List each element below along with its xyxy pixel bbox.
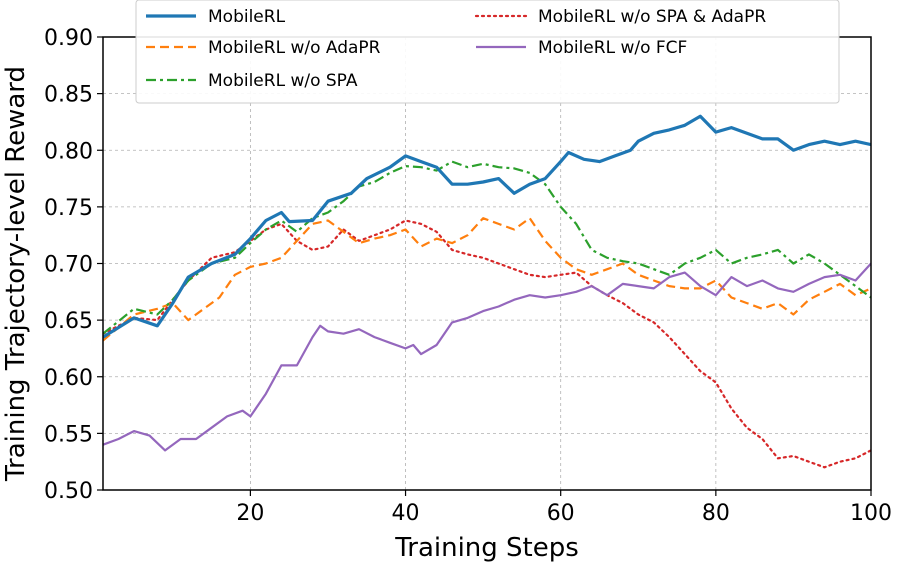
- y-tick-label: 0.70: [44, 253, 93, 278]
- series-line-mobilerl-w-o-spa: [103, 160, 871, 335]
- x-tick-label: 80: [702, 501, 730, 526]
- legend-label-mobilerl-w-o-spa: MobileRL w/o SPA: [208, 71, 358, 91]
- x-tick-label: 20: [236, 501, 264, 526]
- legend-label-mobilerl-w-o-adapr: MobileRL w/o AdaPR: [208, 38, 381, 58]
- legend-label-mobilerl: MobileRL: [208, 7, 286, 27]
- y-tick-label: 0.75: [44, 196, 93, 221]
- series-layer: [103, 114, 871, 469]
- y-axis-label: Training Trajectory-level Reward: [1, 66, 31, 482]
- x-axis-label: Training Steps: [394, 533, 579, 562]
- y-tick-label: 0.65: [44, 309, 93, 334]
- series-line-mobilerl-w-o-fcf: [103, 262, 871, 452]
- y-tick-label: 0.80: [44, 139, 93, 164]
- x-tick-label: 40: [392, 501, 420, 526]
- series-line-mobilerl-w-o-adapr: [103, 217, 871, 342]
- series-line-mobilerl-w-o-spa-and-adapr: [103, 219, 871, 469]
- series-line-mobilerl: [103, 114, 871, 339]
- y-tick-label: 0.50: [44, 479, 93, 504]
- y-tick-label: 0.55: [44, 422, 93, 447]
- x-tick-label: 100: [850, 501, 892, 526]
- y-tick-label: 0.85: [44, 83, 93, 108]
- legend-label-mobilerl-w-o-fcf: MobileRL w/o FCF: [538, 38, 687, 58]
- x-tick-label: 60: [547, 501, 575, 526]
- y-tick-label: 0.90: [44, 26, 93, 51]
- legend-box: [135, 0, 840, 104]
- y-tick-label: 0.60: [44, 366, 93, 391]
- legend: MobileRL MobileRL w/o AdaPR MobileRL w/o S…: [135, 0, 840, 104]
- legend-label-mobilerl-w-o-spa-and-adapr: MobileRL w/o SPA & AdaPR: [538, 7, 766, 27]
- axis-ticks: 20 40 60 80 100 0.50 0.55 0.60 0.65 0.70 0.75 0.80 0…: [44, 26, 892, 526]
